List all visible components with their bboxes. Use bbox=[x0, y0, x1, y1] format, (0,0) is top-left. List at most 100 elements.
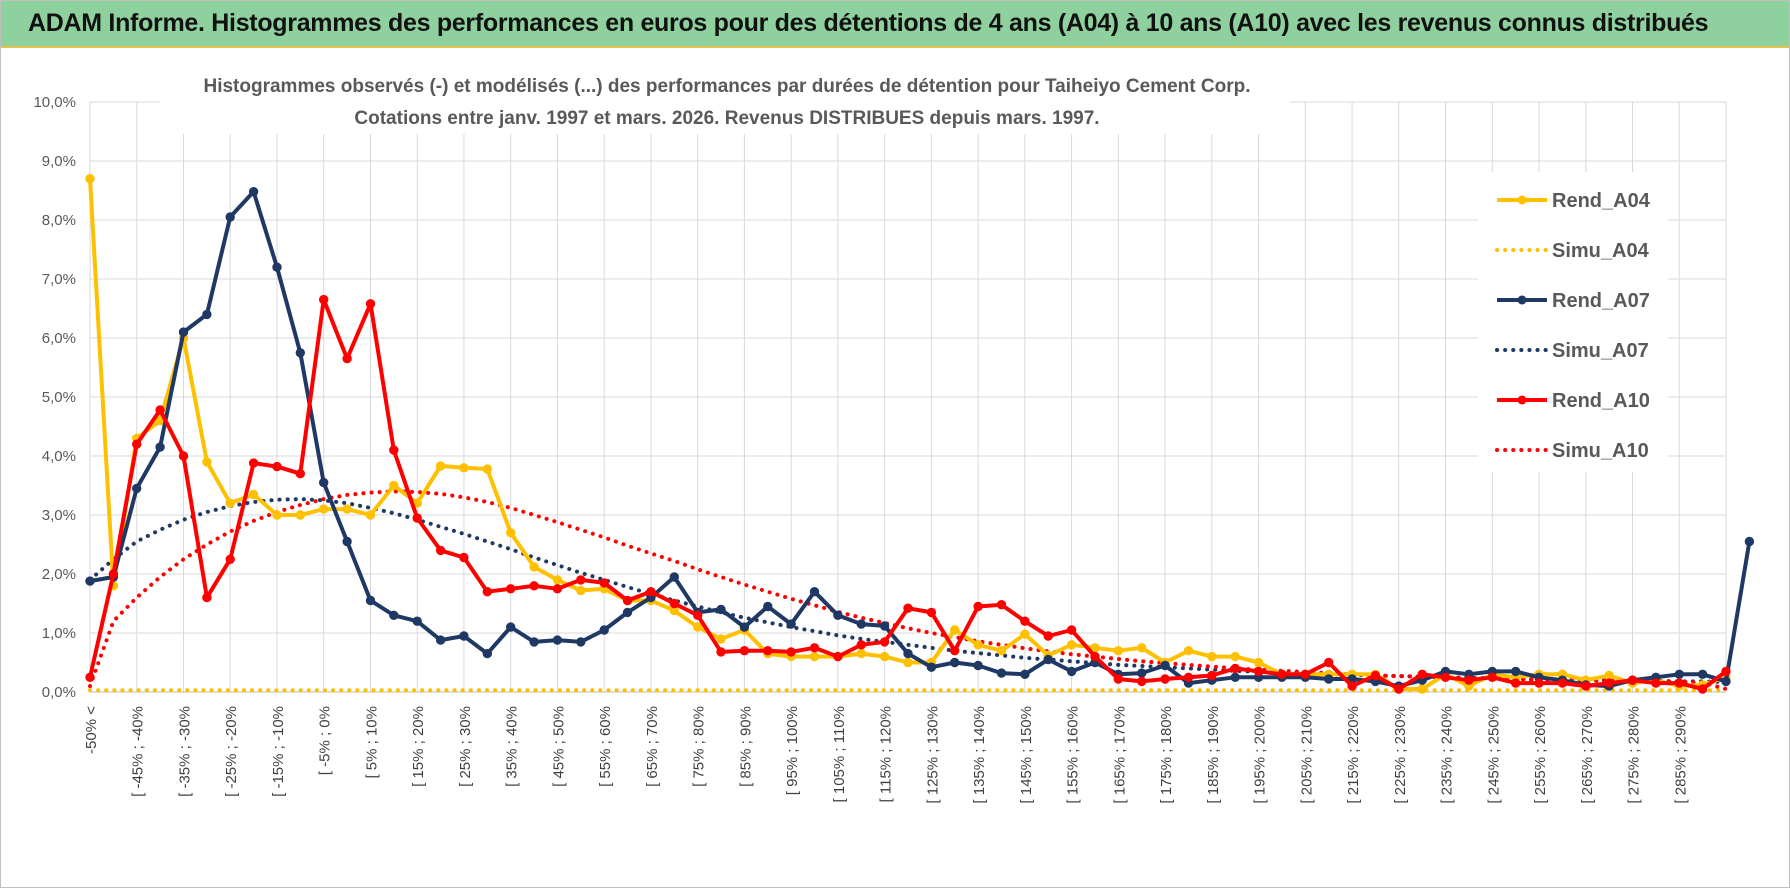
x-tick-label: [ 125% ; 130% bbox=[924, 706, 941, 804]
x-tick-label: [ 5% ; 10% bbox=[363, 706, 380, 779]
x-tick-label: [ 155% ; 160% bbox=[1065, 706, 1082, 804]
legend-background bbox=[1478, 172, 1668, 472]
x-tick-label: [ 25% ; 30% bbox=[457, 706, 474, 787]
x-tick-label: [ 195% ; 200% bbox=[1252, 706, 1269, 804]
data-point-Rend_A10 bbox=[1581, 681, 1591, 691]
data-point-Rend_A04 bbox=[1183, 646, 1194, 656]
data-point-Rend_A04 bbox=[903, 657, 913, 668]
data-point-Rend_A07 bbox=[786, 619, 796, 629]
data-point-Rend_A07 bbox=[599, 625, 609, 635]
data-point-Rend_A10 bbox=[622, 595, 633, 606]
y-tick-label: 2,0% bbox=[42, 566, 76, 583]
data-point-Rend_A07 bbox=[1744, 536, 1755, 547]
data-point-Rend_A04 bbox=[365, 510, 376, 520]
legend-label: Simu_A10 bbox=[1552, 440, 1649, 462]
x-tick-label: [ 135% ; 140% bbox=[971, 706, 988, 804]
data-point-Rend_A04 bbox=[950, 625, 960, 635]
data-point-Rend_A07 bbox=[1511, 666, 1521, 677]
x-axis: -50% < [ -45% ; -40% [ -35% ; -30% [ -25% ;… bbox=[83, 706, 1689, 804]
data-point-Rend_A10 bbox=[763, 646, 773, 656]
data-point-Rend_A04 bbox=[272, 510, 282, 520]
x-tick-label: [ -35% ; -30% bbox=[176, 706, 193, 797]
y-tick-label: 5,0% bbox=[42, 389, 76, 406]
data-point-Rend_A04 bbox=[342, 504, 352, 514]
data-point-Rend_A10 bbox=[1511, 678, 1521, 688]
x-tick-label: [ 45% ; 50% bbox=[550, 706, 567, 787]
data-point-Rend_A10 bbox=[342, 353, 352, 364]
data-point-Rend_A07 bbox=[1230, 672, 1240, 682]
data-point-Rend_A07 bbox=[389, 610, 399, 620]
title-background bbox=[160, 68, 1290, 134]
x-tick-label: [ 185% ; 190% bbox=[1205, 706, 1222, 804]
data-point-Rend_A04 bbox=[1113, 646, 1124, 656]
data-point-Rend_A10 bbox=[1066, 625, 1077, 635]
x-tick-label: [ 115% ; 120% bbox=[878, 706, 895, 802]
data-point-Rend_A10 bbox=[903, 603, 913, 613]
data-point-Rend_A10 bbox=[1113, 674, 1124, 684]
data-point-Rend_A10 bbox=[1464, 675, 1474, 685]
data-point-Rend_A10 bbox=[1230, 663, 1240, 674]
data-point-Rend_A10 bbox=[1137, 676, 1147, 687]
data-point-Rend_A07 bbox=[1137, 668, 1147, 678]
data-point-Rend_A10 bbox=[1043, 631, 1053, 641]
series-Simu_A07 bbox=[88, 497, 1728, 684]
report-title: ADAM Informe. Histogrammes des performan… bbox=[28, 9, 1709, 37]
legend-marker bbox=[1517, 395, 1527, 405]
data-point-Rend_A04 bbox=[856, 648, 866, 659]
x-tick-label: [ 95% ; 100% bbox=[784, 706, 801, 795]
data-point-Rend_A10 bbox=[1487, 672, 1498, 682]
data-point-Rend_A07 bbox=[996, 668, 1007, 678]
data-point-Rend_A10 bbox=[365, 299, 376, 309]
x-tick-label: [ 65% ; 70% bbox=[644, 706, 661, 787]
legend-item-Simu_A04: Simu_A04 bbox=[1495, 240, 1650, 262]
data-point-Rend_A04 bbox=[996, 646, 1007, 656]
data-point-Rend_A07 bbox=[1697, 669, 1708, 679]
data-point-Rend_A10 bbox=[693, 610, 703, 620]
data-point-Rend_A07 bbox=[1066, 666, 1077, 677]
data-point-Rend_A10 bbox=[248, 458, 259, 468]
data-point-Rend_A04 bbox=[693, 622, 703, 632]
data-point-Rend_A04 bbox=[459, 463, 469, 473]
data-point-Rend_A04 bbox=[85, 174, 95, 184]
data-point-Rend_A10 bbox=[1020, 616, 1030, 626]
legend-item-Rend_A07: Rend_A07 bbox=[1497, 290, 1650, 312]
data-point-Rend_A07 bbox=[833, 610, 843, 620]
x-tick-label: [ 175% ; 180% bbox=[1158, 706, 1175, 804]
x-tick-label: [ 75% ; 80% bbox=[691, 706, 708, 787]
data-point-Rend_A10 bbox=[1160, 674, 1170, 684]
data-point-Rend_A07 bbox=[809, 587, 820, 597]
series-line-Simu_A07 bbox=[88, 497, 1728, 684]
legend-marker bbox=[1517, 195, 1527, 205]
data-point-Rend_A10 bbox=[108, 569, 119, 579]
data-point-Rend_A07 bbox=[950, 657, 960, 668]
data-point-Rend_A07 bbox=[552, 635, 563, 645]
data-point-Rend_A07 bbox=[1324, 674, 1334, 684]
data-point-Rend_A04 bbox=[319, 504, 329, 514]
series-Rend_A07 bbox=[85, 187, 1755, 691]
data-point-Rend_A07 bbox=[669, 572, 679, 582]
data-point-Rend_A04 bbox=[435, 461, 446, 471]
x-tick-label: [ 215% ; 220% bbox=[1345, 706, 1362, 804]
data-point-Rend_A07 bbox=[248, 187, 259, 197]
legend-label: Rend_A07 bbox=[1552, 290, 1650, 312]
data-point-Rend_A04 bbox=[1066, 640, 1077, 650]
legend-label: Simu_A07 bbox=[1552, 340, 1649, 362]
data-point-Rend_A10 bbox=[1674, 678, 1685, 688]
data-point-Rend_A10 bbox=[412, 513, 422, 523]
legend-item-Rend_A04: Rend_A04 bbox=[1497, 190, 1651, 212]
data-point-Rend_A10 bbox=[1394, 684, 1404, 694]
data-point-Rend_A10 bbox=[1417, 669, 1427, 679]
y-axis: 0,0% 1,0% 2,0% 3,0% 4,0% 5,0% 6,0% 7,0% 8,0% 9,0%… bbox=[33, 94, 76, 701]
x-tick-label: [ 105% ; 110% bbox=[831, 706, 848, 802]
title-banner: ADAM Informe. Histogrammes des performan… bbox=[0, 0, 1790, 48]
data-point-Rend_A04 bbox=[506, 528, 516, 538]
data-point-Rend_A10 bbox=[1090, 651, 1100, 662]
data-point-Rend_A07 bbox=[342, 536, 352, 547]
data-point-Rend_A10 bbox=[1300, 669, 1311, 679]
legend-label: Rend_A04 bbox=[1552, 190, 1651, 212]
y-tick-label: 4,0% bbox=[42, 448, 76, 465]
y-tick-label: 1,0% bbox=[42, 625, 76, 642]
data-point-Rend_A07 bbox=[926, 662, 937, 672]
x-tick-label: [ 235% ; 240% bbox=[1439, 706, 1456, 804]
